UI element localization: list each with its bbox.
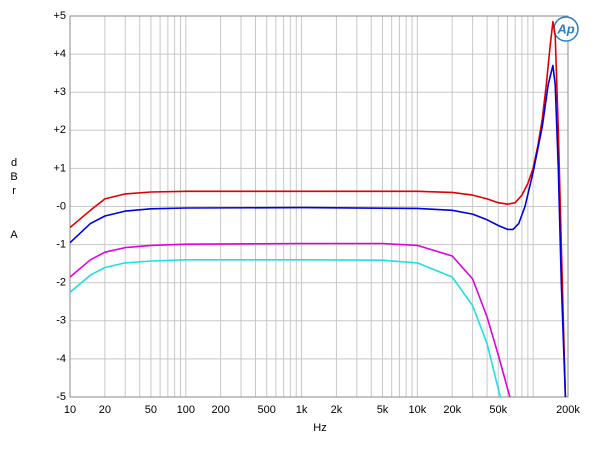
x-tick-label: 10 [64,404,76,416]
x-tick-label: 200 [211,404,229,416]
y-tick-label: +2 [53,124,66,136]
series-line [70,64,567,397]
y-tick-label: -5 [56,391,66,403]
x-tick-label: 10k [408,404,426,416]
x-tick-label: 500 [258,404,276,416]
y-axis-label: dBr [8,157,20,199]
y-tick-label: -1 [56,239,66,251]
y-tick-label: +5 [53,10,66,22]
x-tick-label: 20k [443,404,461,416]
x-tick-label: 2k [331,404,343,416]
series-line [70,20,567,397]
y-tick-label: +4 [53,48,66,60]
x-tick-label: 50k [489,404,507,416]
y-tick-label: -3 [56,315,66,327]
x-tick-label: 200k [556,404,580,416]
x-tick-label: 20 [99,404,111,416]
y-tick-label: +1 [53,162,66,174]
plot-frame [69,15,569,398]
y-tick-label: +3 [53,86,66,98]
y-axis-unit: A [10,229,18,241]
series-line [70,259,502,397]
y-tick-label: -0 [56,200,66,212]
y-tick-label: -4 [56,353,66,365]
x-tick-label: 1k [296,404,308,416]
logo: Ap [556,21,574,36]
x-axis-label: Hz [313,422,326,434]
x-tick-label: 100 [177,404,195,416]
series-line [70,242,511,397]
x-tick-label: 50 [145,404,157,416]
x-tick-label: 5k [377,404,389,416]
y-tick-label: -2 [56,277,66,289]
